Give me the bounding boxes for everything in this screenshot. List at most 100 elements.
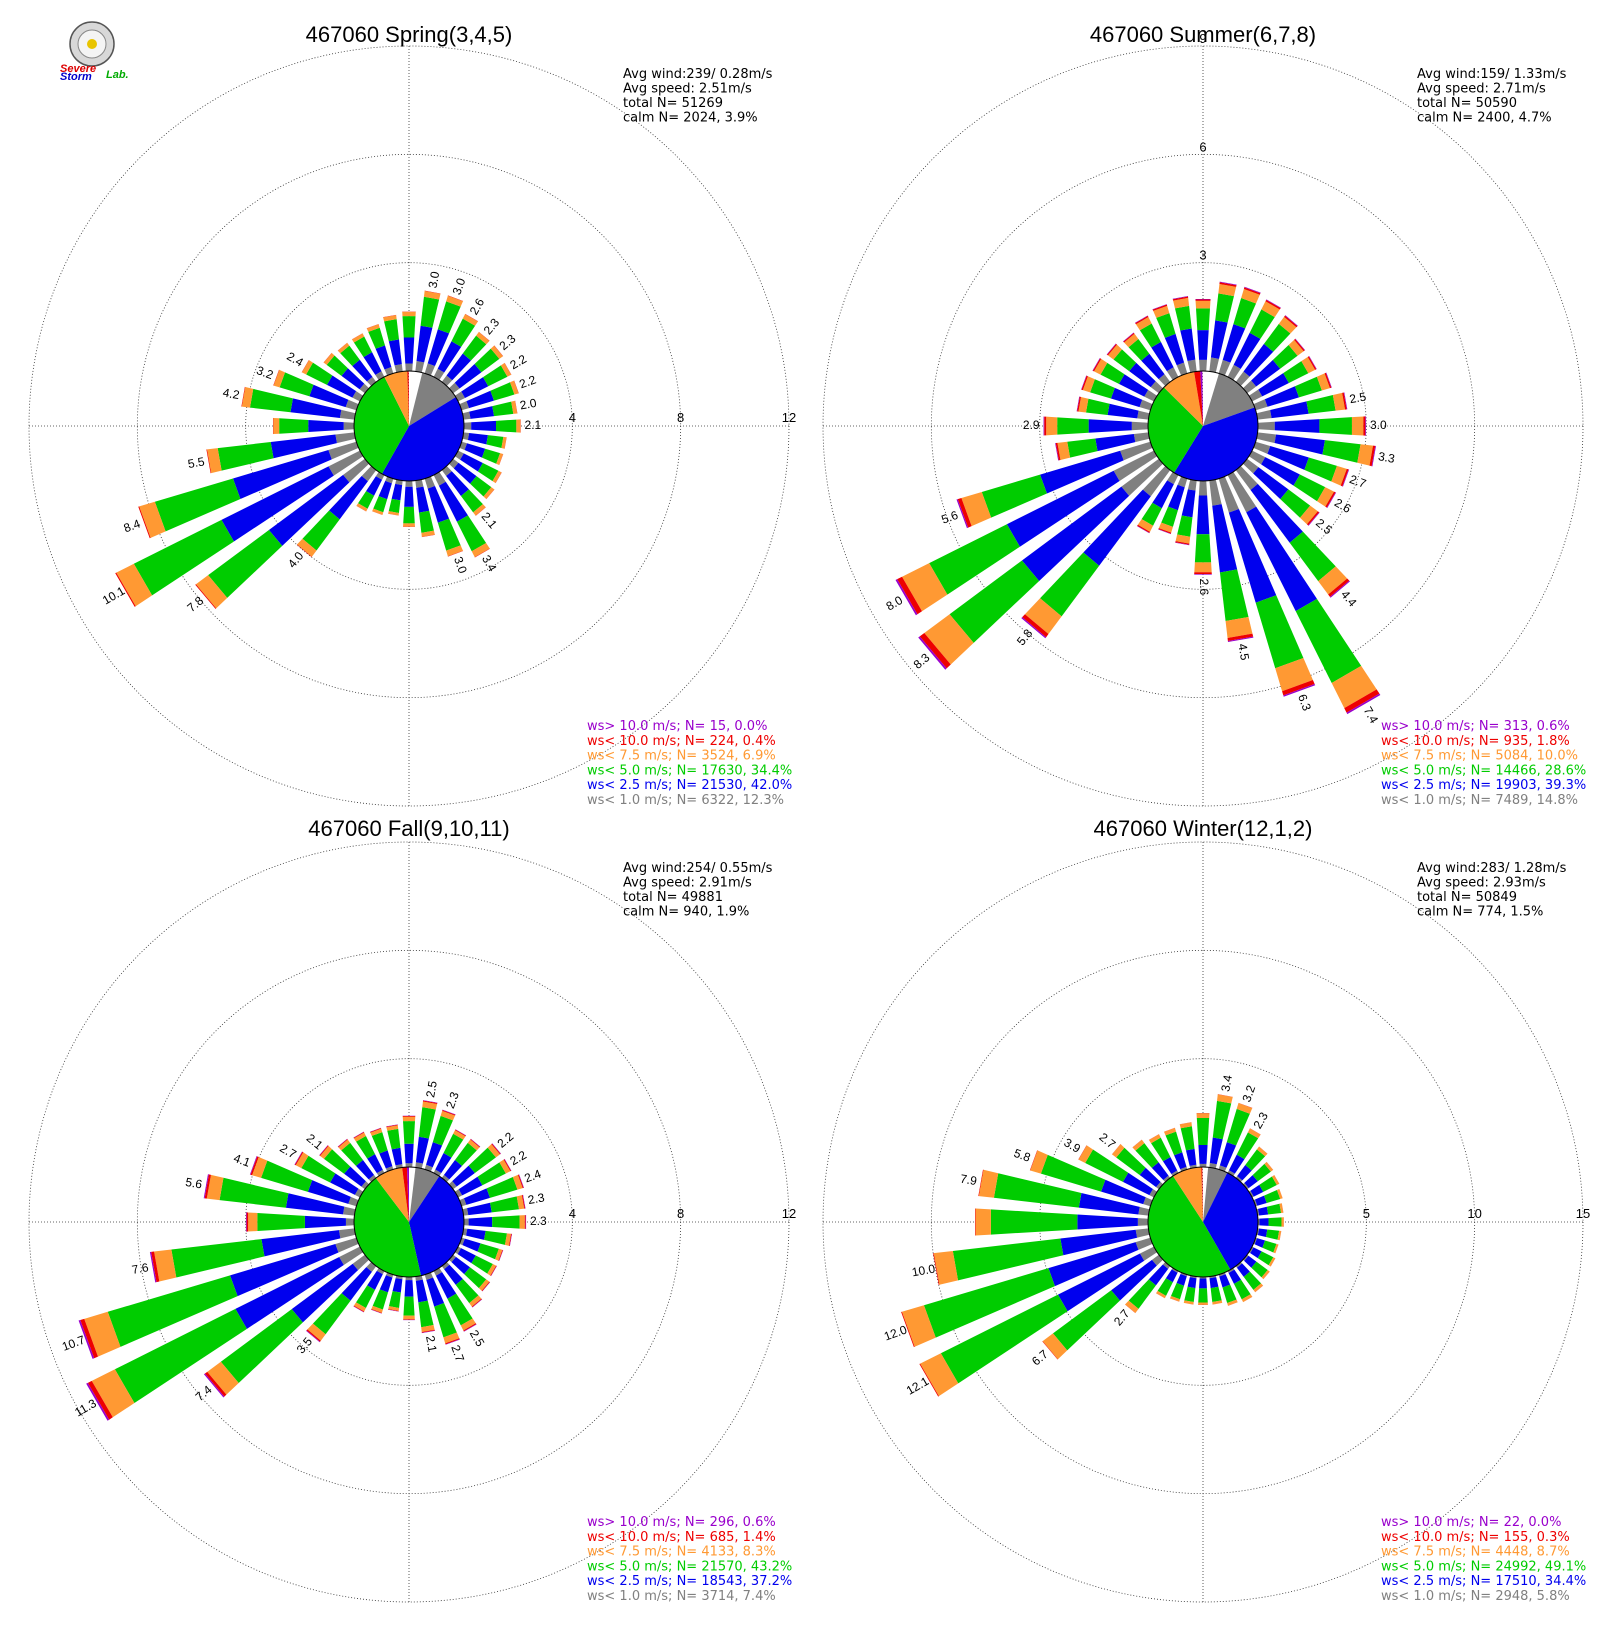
bar-segment-lt7_5 xyxy=(386,1125,399,1131)
bar-segment-lt10 xyxy=(481,1281,490,1292)
bar-segment-gt10 xyxy=(1134,315,1148,324)
bar-segment-lt5 xyxy=(1293,474,1326,502)
bar-segment-gt10 xyxy=(1283,683,1316,697)
bar-segment-lt2_5 xyxy=(1233,332,1261,369)
bar-segment-lt10 xyxy=(1363,416,1366,436)
bar-segment-lt7_5 xyxy=(483,487,495,499)
bar-segment-lt7_5 xyxy=(403,1315,415,1320)
direction-bar: 2.6 xyxy=(1194,480,1212,596)
bar-segment-lt2_5 xyxy=(290,398,342,419)
direction-bar xyxy=(1218,1272,1238,1306)
direction-bar: 12.0 xyxy=(882,1237,1153,1348)
bar-segment-lt2_5 xyxy=(1165,1269,1178,1283)
bar-segment-lt7_5 xyxy=(307,1323,326,1341)
direction-bar xyxy=(353,1267,385,1313)
direction-bar: 6.7 xyxy=(1029,1254,1164,1368)
direction-bar xyxy=(1076,396,1150,420)
bar-segment-lt5 xyxy=(340,345,360,367)
bar-segment-lt5 xyxy=(1233,1279,1251,1300)
bar-segment-lt1 xyxy=(385,1166,394,1172)
bar-segment-lt5 xyxy=(477,1243,499,1260)
bar-segment-lt5 xyxy=(1157,1278,1173,1296)
bar-segment-lt5 xyxy=(420,296,440,328)
bar-segment-lt7_5 xyxy=(1281,1217,1284,1227)
direction-bar: 3.0 xyxy=(424,476,470,576)
legend-entry-gt10: ws> 10.0 m/s; N= 296, 0.6% xyxy=(587,1515,776,1530)
bar-segment-lt10 xyxy=(1294,338,1305,352)
bar-segment-lt5 xyxy=(217,442,274,471)
bar-segment-lt10 xyxy=(447,295,464,302)
direction-bar: 7.9 xyxy=(959,1169,1150,1216)
bar-segment-gt10 xyxy=(1308,512,1320,526)
bar-segment-lt1 xyxy=(385,1272,394,1278)
bar-segment-lt7_5 xyxy=(1057,441,1071,460)
bar-segment-lt5 xyxy=(1249,309,1275,339)
bar-segment-lt2_5 xyxy=(1258,373,1289,397)
bar-segment-gt10 xyxy=(1106,343,1117,355)
bar-segment-lt10 xyxy=(353,1305,365,1313)
bar-segment-lt2_5 xyxy=(388,339,402,366)
bar-segment-lt2_5 xyxy=(1267,446,1309,470)
bar-segment-lt2_5 xyxy=(329,476,368,520)
bar-segment-lt1 xyxy=(328,441,359,460)
bar-segment-lt5 xyxy=(1194,534,1212,563)
bar-value-label: 3.4 xyxy=(479,553,500,575)
direction-bar xyxy=(454,450,502,484)
bar-segment-lt10 xyxy=(206,449,212,474)
direction-bar xyxy=(441,1261,483,1308)
bar-segment-lt5 xyxy=(114,1308,247,1404)
bar-value-label: 3.2 xyxy=(255,363,276,382)
wind-rose-panel-2: 2.53.03.32.72.62.54.47.46.34.52.65.88.38… xyxy=(822,22,1586,808)
bar-value-label: 2.6 xyxy=(467,296,488,318)
direction-bar xyxy=(403,480,415,527)
direction-bar: 4.0 xyxy=(285,465,377,571)
bar-segment-gt10 xyxy=(1371,445,1377,467)
panel-title: 467060 Spring(3,4,5) xyxy=(306,22,513,47)
bar-segment-lt2_5 xyxy=(261,1230,341,1257)
bar-segment-lt1 xyxy=(1218,476,1239,513)
bar-segment-lt7_5 xyxy=(440,1110,456,1121)
bar-segment-lt7_5 xyxy=(504,1233,512,1246)
direction-bar xyxy=(337,1138,377,1183)
bar-segment-lt7_5 xyxy=(1247,1128,1261,1139)
bar-segment-lt7_5 xyxy=(421,1325,435,1332)
bar-segment-lt10 xyxy=(337,1138,348,1148)
direction-bar xyxy=(1253,1237,1279,1254)
bar-value-label: 8.4 xyxy=(122,516,143,535)
pie-slice-lt2_5 xyxy=(409,1176,464,1276)
bar-segment-lt2_5 xyxy=(1088,419,1132,433)
bar-segment-gt10 xyxy=(1123,332,1134,342)
bar-segment-lt2_5 xyxy=(1255,1195,1267,1206)
bar-segment-gt10 xyxy=(509,1233,513,1247)
legend-entry-lt2_5: ws< 2.5 m/s; N= 21530, 42.0% xyxy=(587,778,792,793)
bar-segment-gt10 xyxy=(1175,542,1190,546)
bar-segment-lt10 xyxy=(474,548,490,558)
direction-bar xyxy=(1081,375,1153,411)
bar-segment-lt1 xyxy=(1177,476,1188,488)
bar-segment-lt1 xyxy=(433,1267,443,1276)
bar-segment-lt1 xyxy=(1242,1254,1249,1261)
bar-segment-lt1 xyxy=(415,361,425,373)
bar-segment-lt10 xyxy=(495,472,502,484)
bar-segment-lt10 xyxy=(1169,1298,1180,1302)
bar-segment-lt7_5 xyxy=(1256,1146,1268,1157)
pie-slice-lt10 xyxy=(407,371,409,426)
bar-segment-lt5 xyxy=(468,1147,496,1174)
bar-segment-lt1 xyxy=(343,422,355,430)
bar-segment-lt2_5 xyxy=(392,1278,403,1293)
legend-entry-gt10: ws> 10.0 m/s; N= 313, 0.6% xyxy=(1381,719,1570,734)
bar-segment-gt10 xyxy=(499,1250,504,1262)
bar-value-label: 2.5 xyxy=(1348,389,1367,406)
bar-segment-lt10 xyxy=(1249,1128,1261,1135)
stat-line: Avg speed: 2.91m/s xyxy=(623,876,752,891)
stat-line: calm N= 940, 1.9% xyxy=(623,905,749,920)
bar-segment-lt7_5 xyxy=(1163,1127,1177,1136)
bar-segment-lt2_5 xyxy=(1274,419,1320,433)
wind-rose-panel-1: 3.0 3.02.62.32.32.22.22.02.12.13.43.04.07… xyxy=(28,22,796,808)
bar-segment-lt1 xyxy=(345,399,359,411)
bar-segment-gt10 xyxy=(522,1194,526,1209)
bar-segment-lt5 xyxy=(981,474,1047,518)
bar-segment-lt7_5 xyxy=(116,563,153,607)
bar-segment-lt10 xyxy=(372,511,383,516)
bar-segment-lt2_5 xyxy=(466,1228,486,1240)
